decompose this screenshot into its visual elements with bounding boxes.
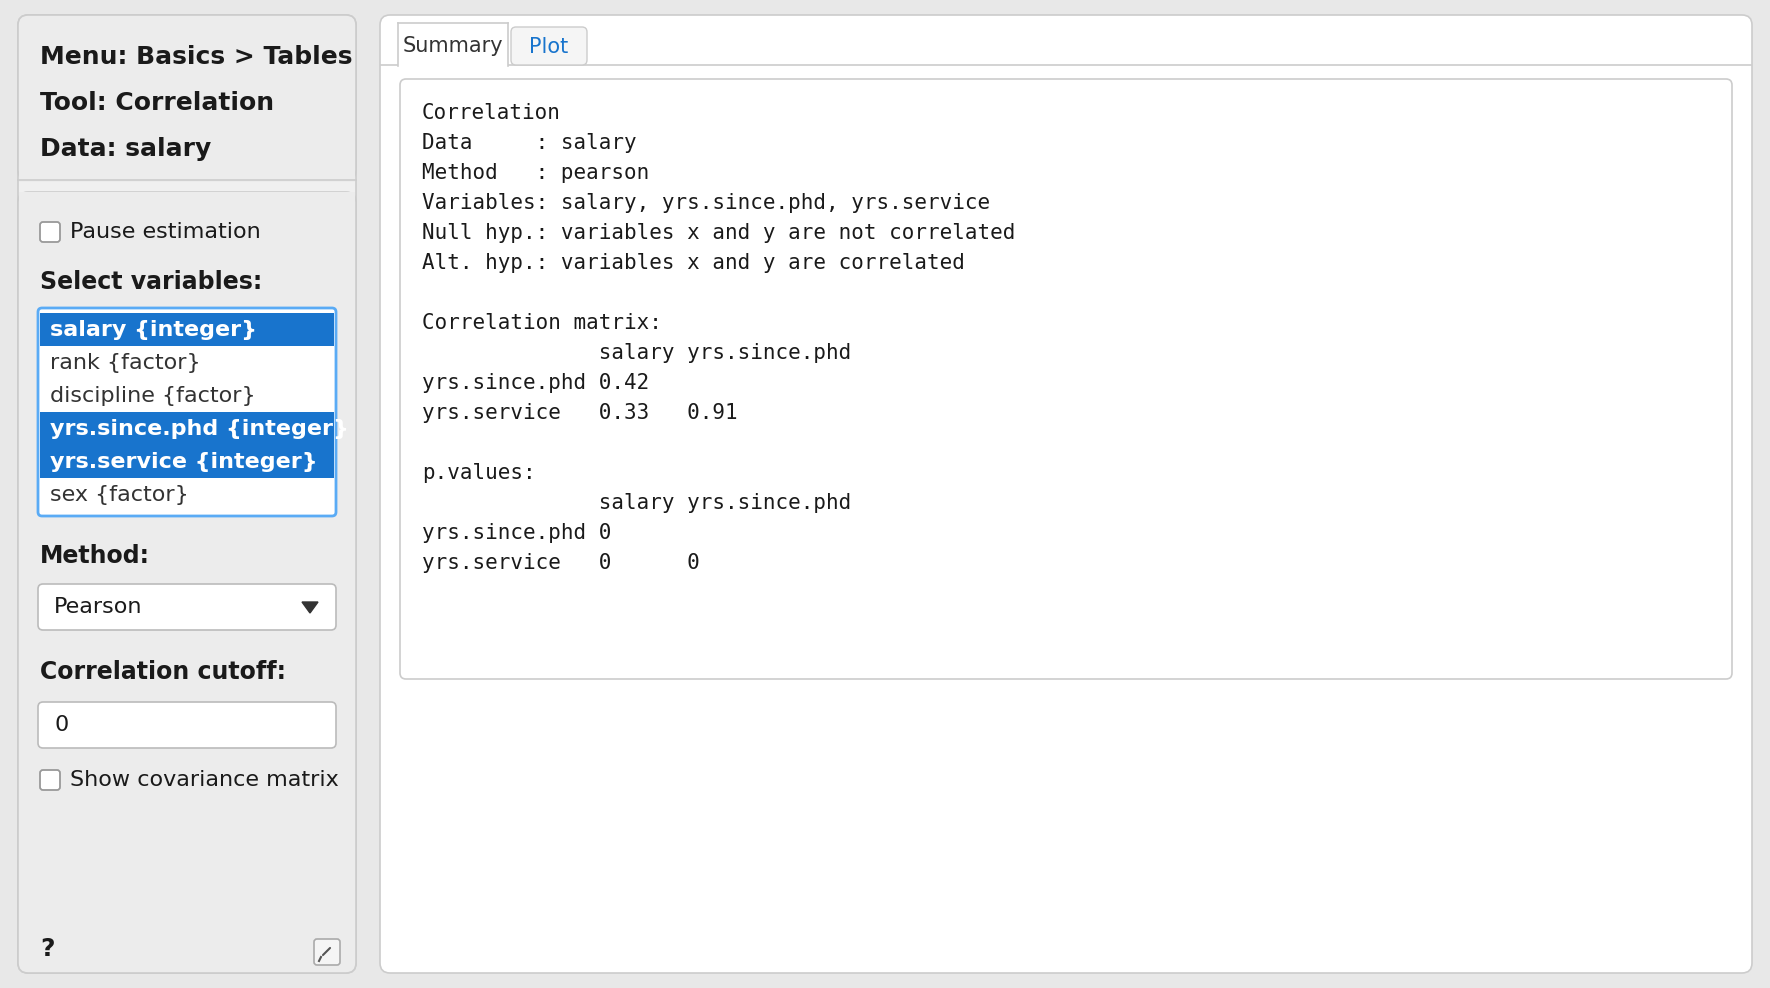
Text: Tool: Correlation: Tool: Correlation [41, 91, 274, 115]
Text: salary yrs.since.phd: salary yrs.since.phd [421, 343, 851, 363]
FancyBboxPatch shape [37, 702, 336, 748]
FancyBboxPatch shape [381, 15, 1752, 973]
Text: salary {integer}: salary {integer} [50, 319, 257, 340]
FancyBboxPatch shape [18, 192, 356, 973]
FancyBboxPatch shape [400, 79, 1733, 679]
FancyBboxPatch shape [512, 27, 588, 65]
Text: Menu: Basics > Tables: Menu: Basics > Tables [41, 45, 352, 69]
FancyBboxPatch shape [37, 584, 336, 630]
Text: Summary: Summary [404, 36, 503, 56]
FancyBboxPatch shape [18, 15, 356, 180]
Text: Variables: salary, yrs.since.phd, yrs.service: Variables: salary, yrs.since.phd, yrs.se… [421, 193, 989, 213]
Text: yrs.since.phd 0.42: yrs.since.phd 0.42 [421, 373, 650, 393]
Text: discipline {factor}: discipline {factor} [50, 385, 255, 405]
Text: sex {factor}: sex {factor} [50, 484, 189, 505]
Text: Plot: Plot [529, 37, 568, 57]
Text: rank {factor}: rank {factor} [50, 353, 200, 372]
FancyBboxPatch shape [41, 222, 60, 242]
Bar [19, 170, 356, 182]
FancyBboxPatch shape [313, 939, 340, 965]
Text: Method:: Method: [41, 544, 150, 568]
Text: yrs.since.phd {integer}: yrs.since.phd {integer} [50, 419, 349, 439]
FancyBboxPatch shape [41, 770, 60, 790]
Text: yrs.service   0      0: yrs.service 0 0 [421, 553, 699, 573]
Text: Show covariance matrix: Show covariance matrix [71, 770, 338, 790]
Text: Correlation matrix:: Correlation matrix: [421, 313, 662, 333]
Polygon shape [303, 602, 319, 613]
Bar [41, 445, 335, 478]
Text: yrs.service   0.33   0.91: yrs.service 0.33 0.91 [421, 403, 738, 423]
Bar [41, 412, 335, 445]
Text: Correlation cutoff:: Correlation cutoff: [41, 660, 287, 684]
Text: yrs.service {integer}: yrs.service {integer} [50, 452, 317, 471]
FancyBboxPatch shape [18, 15, 356, 973]
FancyBboxPatch shape [37, 308, 336, 516]
Bar [19, 192, 356, 204]
Bar [41, 313, 335, 346]
Text: Alt. hyp.: variables x and y are correlated: Alt. hyp.: variables x and y are correla… [421, 253, 965, 273]
Text: p.values:: p.values: [421, 463, 536, 483]
Text: Method   : pearson: Method : pearson [421, 163, 650, 183]
Text: ?: ? [41, 937, 55, 961]
Text: Null hyp.: variables x and y are not correlated: Null hyp.: variables x and y are not cor… [421, 223, 1016, 243]
Text: Data: salary: Data: salary [41, 137, 211, 161]
Text: Pause estimation: Pause estimation [71, 222, 260, 242]
Text: salary yrs.since.phd: salary yrs.since.phd [421, 493, 851, 513]
Text: 0: 0 [55, 715, 69, 735]
Text: Select variables:: Select variables: [41, 270, 262, 294]
Text: Pearson: Pearson [55, 597, 143, 617]
Text: Correlation: Correlation [421, 103, 561, 123]
Bar [398, 23, 508, 66]
Text: Data     : salary: Data : salary [421, 133, 637, 153]
Text: yrs.since.phd 0: yrs.since.phd 0 [421, 523, 611, 543]
